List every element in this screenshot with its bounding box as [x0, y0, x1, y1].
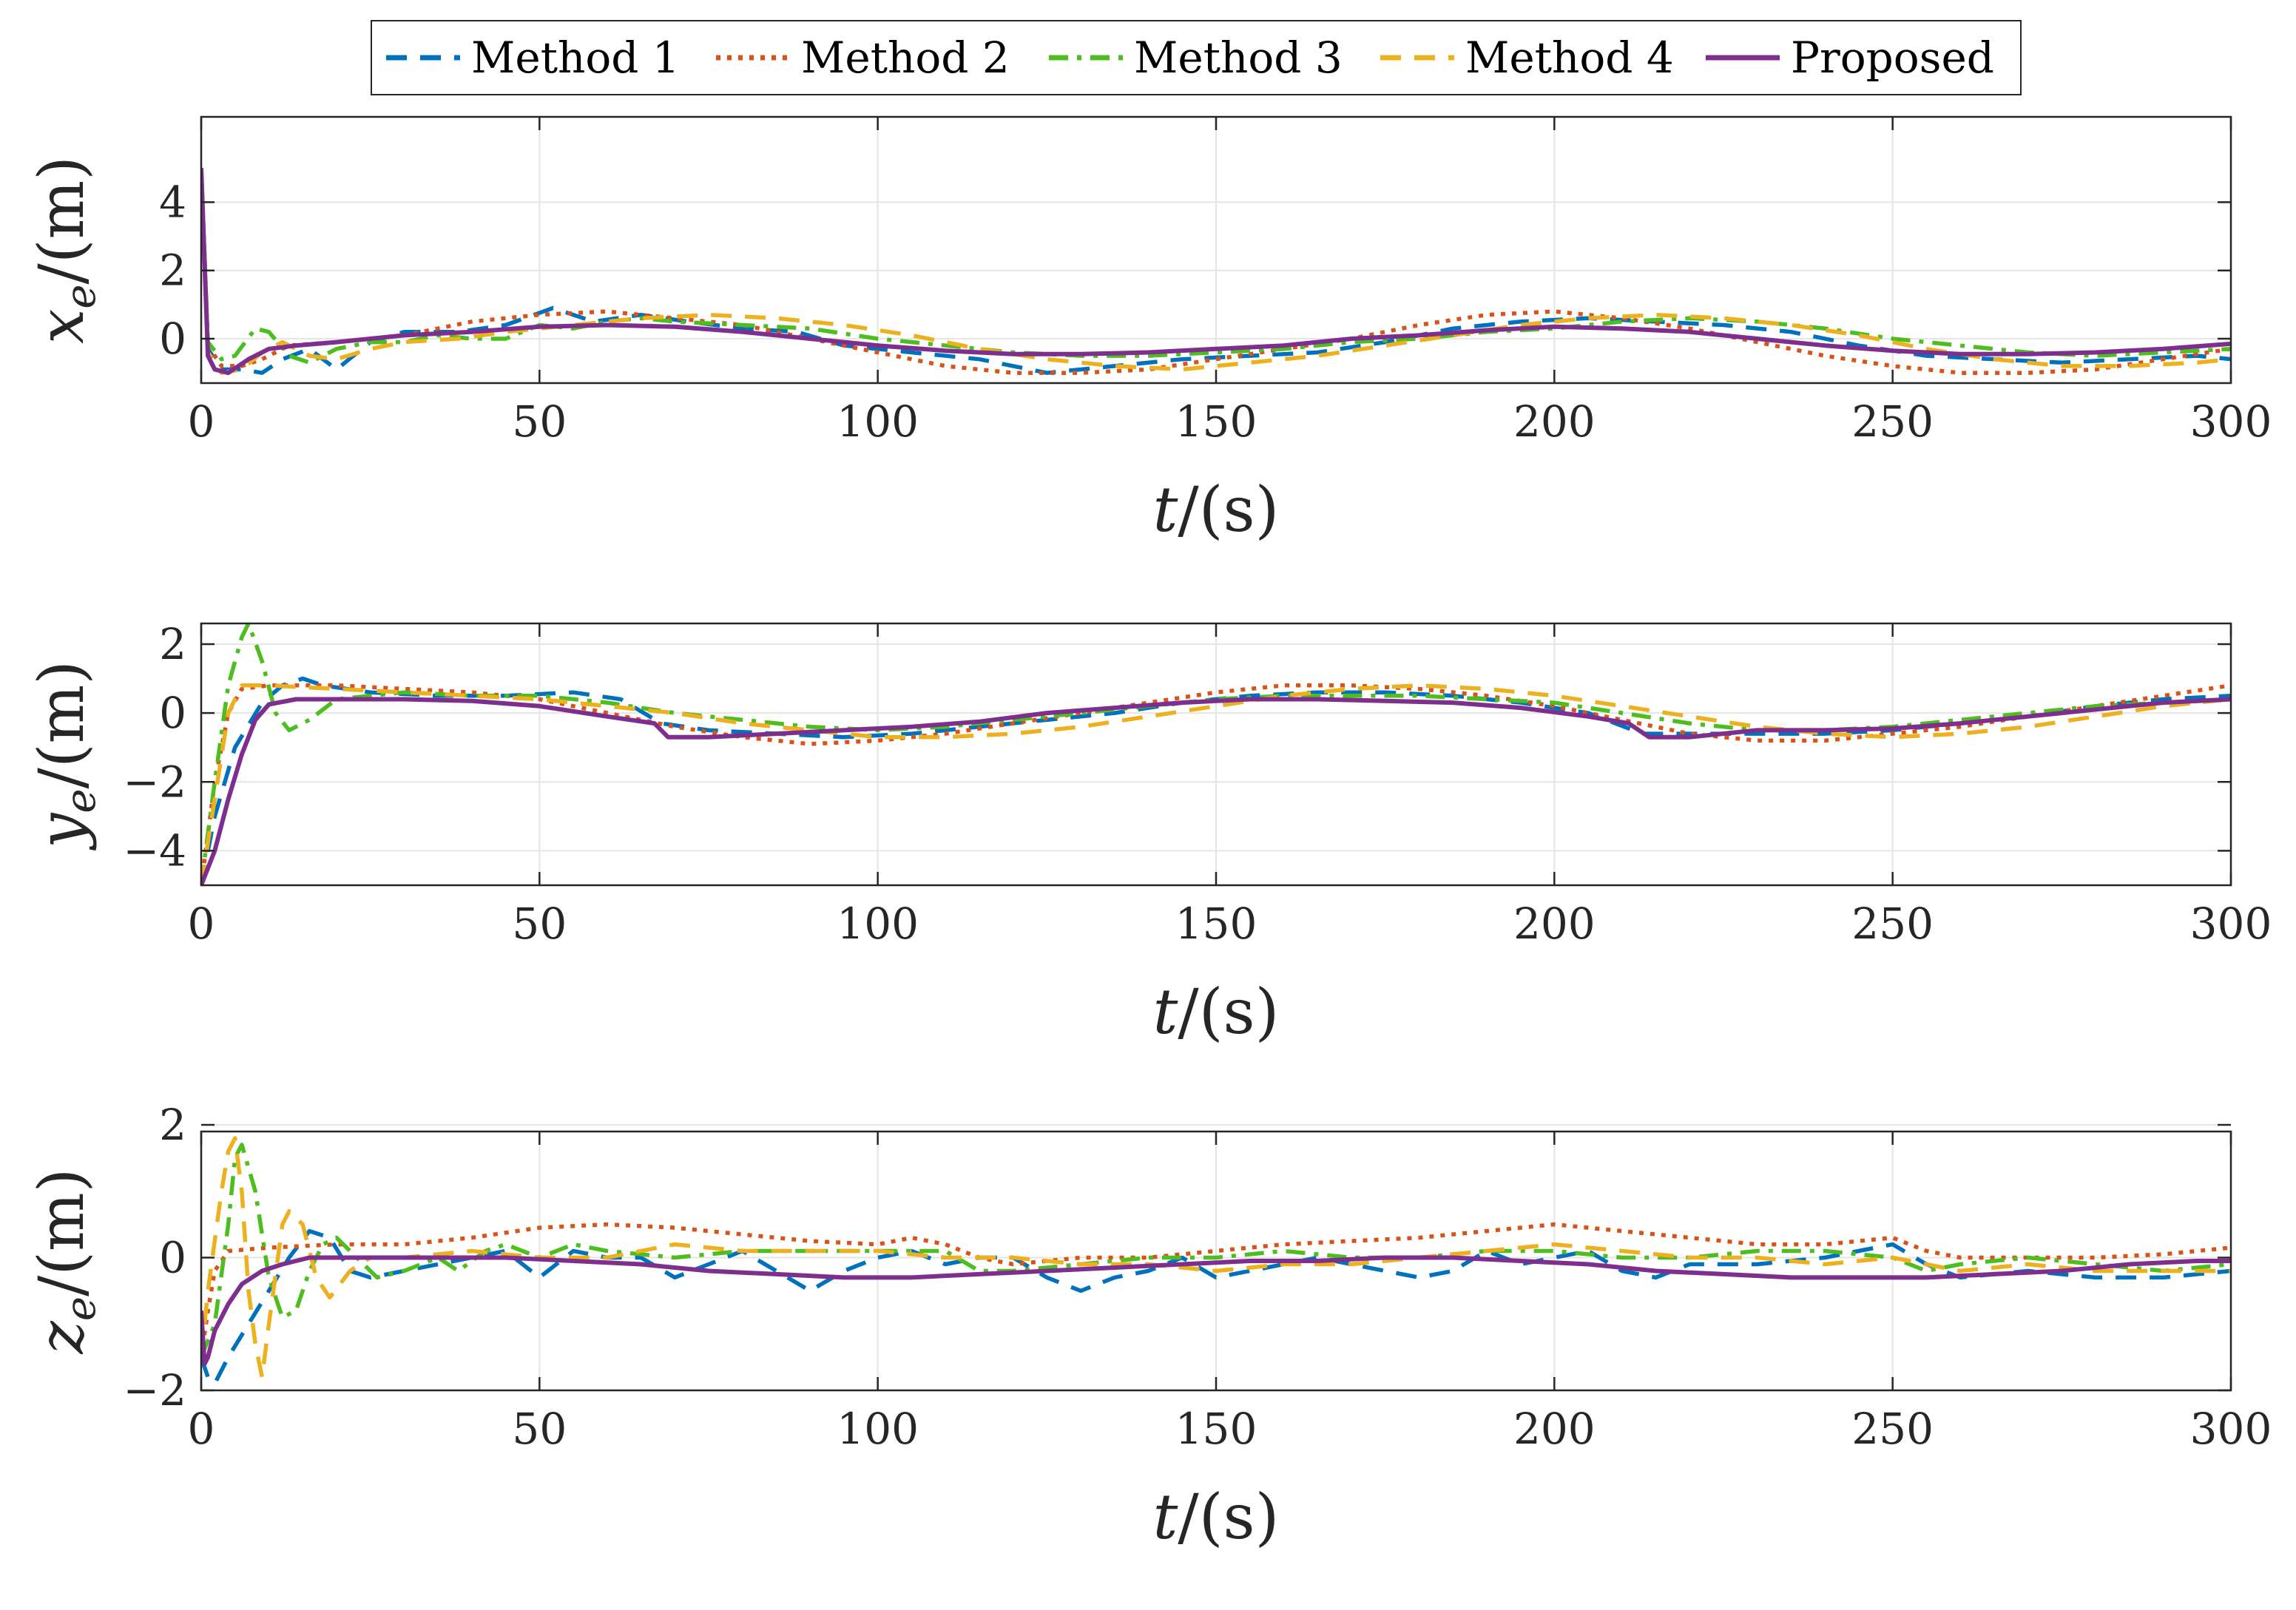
legend-label: Method 1 — [471, 33, 680, 83]
x-tick-label: 250 — [1851, 899, 1934, 949]
x-tick-label: 150 — [1175, 396, 1257, 447]
legend-item: Proposed — [1706, 33, 1994, 83]
x-tick-label: 50 — [512, 396, 567, 447]
y-tick-label: 0 — [159, 314, 186, 364]
x-axis-unit: /(s) — [1178, 975, 1279, 1048]
y-axis-variable: z — [25, 1320, 98, 1354]
x-axis-variable: t — [1153, 1481, 1178, 1553]
x-tick-label: 100 — [837, 396, 919, 447]
series-line-method-3 — [201, 1143, 2231, 1359]
y-axis-label: ye/(m) — [25, 660, 105, 851]
y-axis-unit: /(m) — [25, 156, 98, 285]
series-line-proposed — [201, 168, 2231, 376]
legend-label: Method 4 — [1465, 33, 1674, 83]
y-tick-label: 2 — [159, 619, 186, 669]
series-line-method-4 — [201, 168, 2231, 375]
y-tick-label: −4 — [124, 825, 187, 876]
x-tick-label: 150 — [1175, 1404, 1257, 1454]
y-axis-variable: x — [25, 309, 98, 344]
series-group — [201, 623, 2231, 885]
x-axis-variable: t — [1153, 975, 1178, 1048]
x-tick-label: 100 — [837, 1404, 919, 1454]
legend-item: Method 1 — [386, 33, 680, 83]
x-tick-label: 250 — [1851, 1404, 1934, 1454]
y-tick-label: −2 — [124, 757, 187, 807]
series-line-proposed — [201, 1255, 2231, 1367]
series-line-method-1 — [201, 1228, 2231, 1386]
x-tick-label: 250 — [1851, 396, 1934, 447]
series-line-proposed — [201, 697, 2231, 885]
y-axis-variable: y — [25, 812, 98, 851]
y-axis-label: xe/(m) — [25, 156, 105, 344]
series-group — [201, 168, 2231, 376]
x-tick-label: 0 — [188, 899, 215, 949]
legend-item: Method 4 — [1380, 33, 1674, 83]
subplot-1: 0 50 100 150 200 250 300 0 2 4 t/(s) xe/(m) — [25, 115, 2272, 546]
x-tick-label: 300 — [2190, 899, 2272, 949]
y-tick-label: 4 — [159, 177, 186, 227]
x-tick-label: 0 — [188, 396, 215, 447]
subplot-2: 0 50 100 150 200 250 300 −4 −2 0 2 t/(s) ye/(m) — [25, 619, 2272, 1048]
legend-item: Method 2 — [716, 33, 1010, 83]
y-axis-unit: /(m) — [25, 1168, 98, 1297]
x-tick-label: 0 — [188, 1404, 215, 1454]
x-axis-unit: /(s) — [1178, 473, 1279, 546]
x-tick-label: 300 — [2190, 396, 2272, 447]
x-axis-label: t/(s) — [1153, 473, 1280, 546]
legend-label: Method 2 — [801, 33, 1010, 83]
y-axis-unit: /(m) — [25, 660, 98, 789]
x-tick-label: 150 — [1175, 899, 1257, 949]
legend: Method 1 Method 2 Method 3 Method 4 Proposed — [371, 20, 2022, 95]
series-group — [201, 1136, 2231, 1386]
y-axis-subscript: e — [57, 1296, 105, 1321]
series-line-method-4 — [201, 1136, 2231, 1379]
y-axis-label: ze/(m) — [25, 1168, 105, 1355]
x-tick-label: 100 — [837, 899, 919, 949]
y-tick-label: 2 — [159, 246, 186, 296]
x-axis-variable: t — [1153, 473, 1178, 546]
x-axis-label: t/(s) — [1153, 975, 1280, 1048]
legend-item: Method 3 — [1049, 33, 1343, 83]
y-axis-subscript: e — [57, 788, 105, 813]
legend-label: Proposed — [1791, 33, 1994, 83]
y-tick-label: 0 — [159, 688, 186, 738]
x-tick-label: 50 — [512, 899, 567, 949]
x-tick-label: 200 — [1513, 396, 1596, 447]
y-tick-label: −2 — [124, 1365, 187, 1415]
y-tick-label: 2 — [159, 1100, 186, 1150]
x-tick-label: 300 — [2190, 1404, 2272, 1454]
legend-label: Method 3 — [1134, 33, 1343, 83]
series-line-method-2 — [201, 683, 2231, 885]
x-tick-label: 200 — [1513, 899, 1596, 949]
x-axis-unit: /(s) — [1178, 1481, 1279, 1553]
x-tick-label: 200 — [1513, 1404, 1596, 1454]
y-tick-label: 0 — [159, 1233, 186, 1283]
x-tick-label: 50 — [512, 1404, 567, 1454]
x-axis-label: t/(s) — [1153, 1481, 1280, 1553]
y-axis-subscript: e — [57, 284, 105, 308]
